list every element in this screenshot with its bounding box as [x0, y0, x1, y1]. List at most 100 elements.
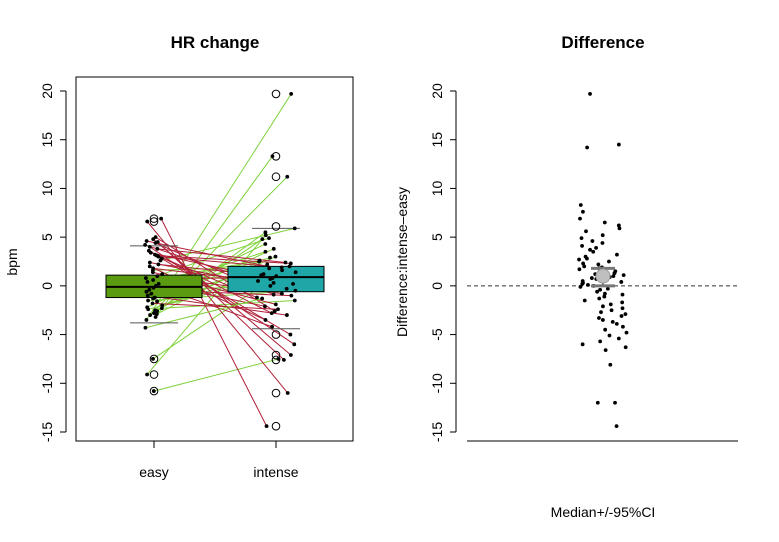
data-point	[292, 298, 297, 303]
right-y-tick-label: 5	[429, 233, 445, 241]
outlier-intense	[271, 421, 281, 431]
difference-points	[577, 92, 629, 429]
data-point	[152, 295, 157, 300]
paired-lines	[144, 93, 296, 427]
left-y-tick-label: -15	[39, 422, 55, 442]
left-y-tick-label: -5	[39, 328, 55, 341]
data-point	[145, 219, 150, 224]
data-point	[151, 357, 155, 361]
data-point	[276, 307, 280, 312]
left-y-tick-label: 20	[39, 83, 55, 99]
data-point	[264, 424, 269, 429]
left-points	[143, 89, 298, 431]
difference-point	[579, 236, 584, 241]
data-point	[143, 325, 148, 330]
difference-point	[598, 287, 602, 292]
data-point	[287, 264, 292, 269]
difference-point	[602, 220, 607, 225]
data-point	[279, 291, 284, 296]
left-y-tick-label: 0	[39, 282, 55, 290]
difference-point	[600, 318, 605, 322]
outlier-intense	[271, 151, 281, 161]
data-point	[271, 246, 276, 251]
difference-point	[623, 312, 628, 317]
right-chart-title: Difference	[561, 33, 644, 52]
data-point	[153, 315, 158, 319]
data-point	[272, 309, 277, 314]
data-point	[148, 313, 153, 317]
difference-panel: Difference Difference:intense–easy Media…	[394, 33, 738, 520]
paired-line	[153, 358, 279, 392]
difference-point	[620, 306, 625, 311]
data-point	[285, 313, 289, 317]
data-point	[273, 302, 278, 307]
left-y-tick-label: 10	[39, 180, 55, 196]
data-point	[267, 266, 272, 271]
difference-point	[621, 273, 626, 278]
right-y-tick-label: 10	[429, 180, 445, 196]
data-point	[153, 308, 157, 313]
difference-point	[591, 249, 596, 254]
data-point	[153, 283, 158, 288]
difference-point	[623, 345, 628, 350]
paired-line	[158, 256, 282, 268]
data-point	[150, 301, 155, 306]
data-point	[292, 342, 297, 347]
difference-point	[615, 252, 619, 257]
right-y-tick-label: 20	[429, 83, 445, 99]
data-point	[263, 318, 268, 322]
data-point	[263, 249, 268, 254]
data-point	[280, 268, 285, 273]
data-point	[267, 236, 271, 241]
data-point	[152, 311, 156, 316]
data-point	[156, 282, 161, 286]
data-point	[160, 303, 165, 308]
data-point	[146, 298, 150, 303]
difference-point	[590, 239, 595, 243]
data-point	[143, 243, 148, 247]
difference-point	[596, 262, 601, 267]
right-y-tick-label: -10	[429, 373, 445, 393]
paired-line	[146, 221, 289, 394]
data-point	[279, 265, 284, 270]
difference-point	[612, 271, 617, 276]
right-y-ticks: -15 -10 -5 0 5 10 15 20	[429, 83, 456, 442]
data-point	[147, 287, 152, 292]
data-point	[293, 288, 298, 293]
data-point	[292, 226, 297, 231]
difference-point	[578, 203, 583, 207]
right-y-tick-label: 0	[429, 282, 445, 290]
difference-point	[577, 267, 582, 272]
difference-point	[610, 320, 615, 324]
data-point	[263, 233, 268, 238]
data-point	[144, 289, 149, 294]
data-point	[151, 266, 156, 271]
difference-point	[608, 362, 613, 367]
outlier-easy	[149, 217, 159, 226]
left-chart-title: HR change	[171, 33, 260, 52]
paired-line	[160, 218, 268, 427]
data-point	[288, 353, 293, 357]
difference-point	[605, 286, 610, 291]
data-point	[289, 293, 294, 298]
outlier-intense	[271, 222, 281, 231]
difference-point	[578, 284, 583, 289]
difference-point	[582, 298, 587, 303]
data-point	[285, 391, 290, 395]
data-point	[268, 277, 273, 281]
data-point	[156, 262, 161, 267]
data-point	[284, 286, 289, 291]
difference-point	[582, 264, 587, 269]
difference-point	[598, 339, 603, 344]
data-point	[159, 216, 164, 221]
left-y-tick-label: 15	[39, 132, 55, 148]
data-point	[263, 304, 267, 309]
difference-point	[588, 247, 592, 252]
difference-point	[595, 289, 600, 294]
difference-point	[603, 291, 607, 296]
data-point	[291, 282, 295, 286]
difference-point	[580, 342, 585, 347]
difference-point	[594, 245, 598, 250]
data-point	[265, 262, 270, 267]
difference-point	[588, 92, 592, 96]
